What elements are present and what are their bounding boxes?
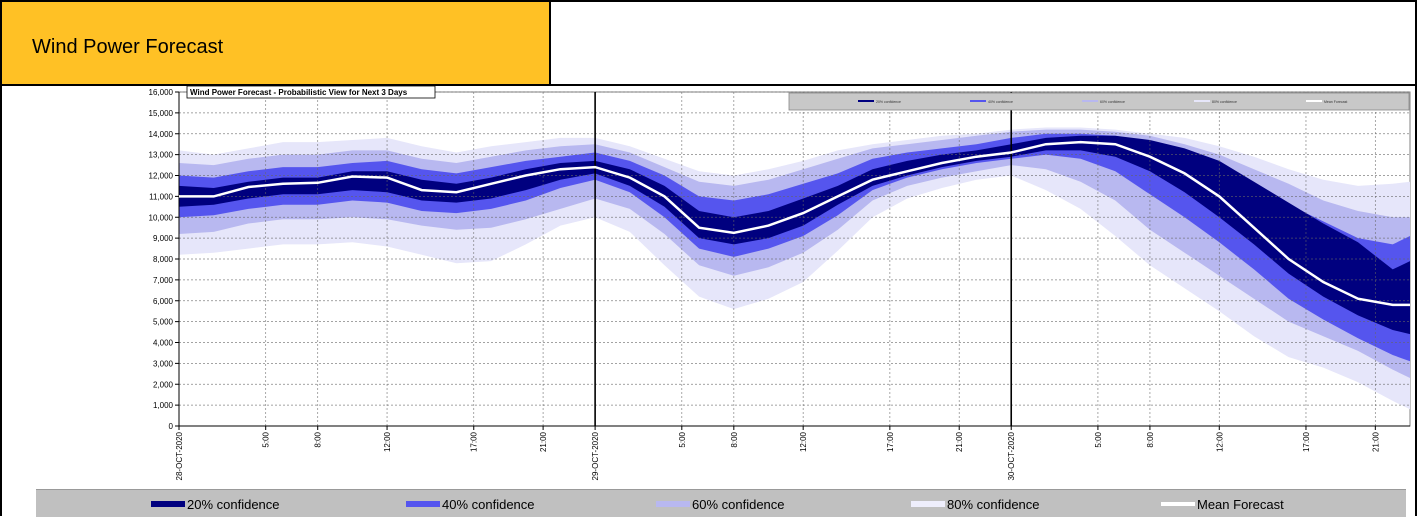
x-tick-label: 5:00 xyxy=(678,431,687,447)
title-panel: Wind Power Forecast xyxy=(0,0,551,86)
legend-item-60: 60% confidence xyxy=(656,495,785,513)
inner-legend-label: 40% confidence xyxy=(988,100,1013,104)
legend-label: 20% confidence xyxy=(187,496,280,512)
inner-legend: 20% confidence 40% confidence 60% confiden… xyxy=(788,92,1410,111)
y-tick-label: 15,000 xyxy=(149,109,174,118)
legend-swatch xyxy=(151,501,185,507)
x-tick-label: 12:00 xyxy=(383,431,392,452)
chart-title-box: Wind Power Forecast - Probabilistic View… xyxy=(186,86,436,99)
y-tick-label: 11,000 xyxy=(149,192,173,201)
y-tick-label: 5,000 xyxy=(153,318,174,327)
x-tick-label: 8:00 xyxy=(314,431,323,447)
grid-lines xyxy=(179,91,1410,426)
legend-bar: 20% confidence 40% confidence 60% confid… xyxy=(36,489,1406,517)
legend-swatch xyxy=(656,501,690,507)
mean-forecast-path xyxy=(179,140,1410,307)
x-tick-label: 17:00 xyxy=(470,431,479,452)
x-tick-label: 30-OCT-2020 xyxy=(1007,431,1016,480)
chart-title-frame xyxy=(186,86,436,99)
x-axis: 28-OCT-2020 5:00 8:00 12:00 17:00 21:00 29-OCT… xyxy=(175,425,1410,480)
chart-title: Wind Power Forecast - Probabilistic View… xyxy=(190,88,408,97)
x-tick-label: 28-OCT-2020 xyxy=(175,431,184,480)
x-tick-label: 8:00 xyxy=(1146,431,1155,447)
legend-label: 60% confidence xyxy=(692,496,785,512)
wind-power-chart: 0 1,000 2,000 3,000 4,000 5,000 6,000 7,000 8,00… xyxy=(149,86,1411,480)
legend-label: 80% confidence xyxy=(947,496,1040,512)
left-border xyxy=(0,86,2,516)
y-tick-label: 13,000 xyxy=(149,151,174,160)
mean-forecast-line xyxy=(179,140,1410,307)
x-tick-label: 5:00 xyxy=(1094,431,1103,447)
legend-label: Mean Forecast xyxy=(1197,496,1284,512)
y-tick-label: 14,000 xyxy=(149,130,174,139)
x-tick-label: 21:00 xyxy=(1371,431,1380,452)
y-tick-label: 12,000 xyxy=(149,172,174,181)
y-tick-label: 7,000 xyxy=(153,276,174,285)
inner-legend-label: 20% confidence xyxy=(876,100,901,104)
y-tick-label: 9,000 xyxy=(153,234,174,243)
y-tick-label: 8,000 xyxy=(153,255,174,264)
y-tick-label: 10,000 xyxy=(149,213,174,222)
y-tick-label: 1,000 xyxy=(153,401,174,410)
y-tick-label: 2,000 xyxy=(153,380,174,389)
x-tick-label: 8:00 xyxy=(730,431,739,447)
y-tick-label: 4,000 xyxy=(153,339,174,348)
inner-legend-box xyxy=(788,92,1410,111)
inner-legend-label: 80% confidence xyxy=(1212,100,1237,104)
legend-swatch xyxy=(911,501,945,507)
legend-swatch xyxy=(1161,502,1195,506)
legend-swatch xyxy=(406,501,440,507)
y-tick-label: 6,000 xyxy=(153,297,174,306)
inner-legend-label: 60% confidence xyxy=(1100,100,1125,104)
x-tick-label: 12:00 xyxy=(799,431,808,452)
legend-item-40: 40% confidence xyxy=(406,495,535,513)
legend-item-80: 80% confidence xyxy=(911,495,1040,513)
x-tick-label: 12:00 xyxy=(1215,431,1224,452)
x-tick-label: 21:00 xyxy=(539,431,548,452)
y-tick-label: 16,000 xyxy=(149,88,174,97)
x-tick-label: 5:00 xyxy=(262,431,271,447)
legend-label: 40% confidence xyxy=(442,496,535,512)
right-border xyxy=(1415,86,1417,516)
y-axis: 0 1,000 2,000 3,000 4,000 5,000 6,000 7,000 8,00… xyxy=(149,88,180,431)
x-tick-label: 17:00 xyxy=(886,431,895,452)
header-blank-panel xyxy=(549,0,1417,86)
inner-legend-label: Mean Forecast xyxy=(1324,100,1347,104)
x-tick-label: 17:00 xyxy=(1302,431,1311,452)
page-title: Wind Power Forecast xyxy=(32,36,224,58)
legend-item-20: 20% confidence xyxy=(151,495,280,513)
x-tick-label: 21:00 xyxy=(955,431,964,452)
y-tick-label: 0 xyxy=(169,422,174,431)
y-tick-label: 3,000 xyxy=(153,359,174,368)
legend-item-mean: Mean Forecast xyxy=(1161,495,1284,513)
x-tick-label: 29-OCT-2020 xyxy=(591,431,600,480)
